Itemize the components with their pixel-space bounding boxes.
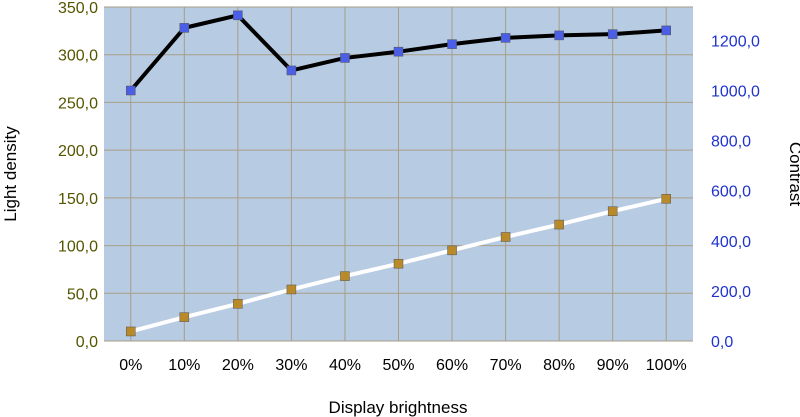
y2-tick-label: 0,0 — [711, 334, 733, 351]
y-tick-label: 200,0 — [58, 143, 98, 160]
data-point — [393, 46, 404, 57]
data-point — [340, 53, 350, 63]
y-tick-label: 300,0 — [58, 48, 98, 65]
y2-tick-label: 600,0 — [711, 184, 751, 201]
ticks: 0,0 50,0 100,0 150,0 200,0 250,0 300,0 350,0 0,0… — [58, 0, 760, 374]
y-tick-label: 150,0 — [58, 191, 98, 208]
data-point — [179, 312, 190, 322]
data-point — [393, 258, 404, 269]
x-tick-label: 10% — [168, 357, 200, 374]
x-tick-label: 80% — [543, 357, 575, 374]
y2-tick-label: 800,0 — [711, 134, 751, 151]
data-point — [607, 206, 618, 216]
y2-tick-label: 1200,0 — [711, 33, 760, 50]
x-tick-label: 0% — [119, 357, 142, 374]
y2-axis-title: Contrast — [786, 142, 800, 207]
x-tick-label: 70% — [490, 357, 522, 374]
data-point — [447, 245, 457, 256]
series-layer — [126, 10, 671, 337]
data-point — [447, 39, 457, 49]
data-point — [126, 85, 136, 96]
x-tick-label: 50% — [382, 357, 414, 374]
y-tick-label: 50,0 — [67, 286, 98, 303]
data-point — [554, 219, 564, 230]
x-tick-label: 60% — [436, 357, 468, 374]
x-tick-label: 30% — [275, 357, 307, 374]
data-point — [500, 33, 511, 43]
data-point — [661, 194, 671, 204]
data-point — [286, 284, 297, 295]
data-point — [340, 271, 350, 281]
y2-tick-label: 400,0 — [711, 234, 751, 251]
x-tick-label: 20% — [222, 357, 254, 374]
data-point — [286, 65, 297, 76]
x-tick-label: 40% — [329, 357, 361, 374]
data-point — [126, 326, 136, 337]
y-tick-label: 250,0 — [58, 95, 98, 112]
y-tick-label: 350,0 — [58, 0, 98, 17]
data-point — [607, 29, 618, 39]
x-tick-label: 100% — [646, 357, 687, 374]
y-tick-label: 0,0 — [76, 334, 98, 351]
x-axis-title: Display brightness — [329, 398, 468, 417]
y2-tick-label: 200,0 — [711, 284, 751, 301]
y-tick-label: 100,0 — [58, 239, 98, 256]
data-point — [233, 10, 243, 21]
y-axis-title: Light density — [1, 126, 20, 222]
x-tick-label: 90% — [597, 357, 629, 374]
data-point — [233, 299, 243, 309]
grid — [104, 6, 693, 342]
y2-tick-label: 1000,0 — [711, 83, 760, 100]
data-point — [554, 30, 564, 41]
data-point — [661, 25, 671, 36]
data-point — [500, 232, 511, 242]
data-point — [179, 23, 190, 33]
